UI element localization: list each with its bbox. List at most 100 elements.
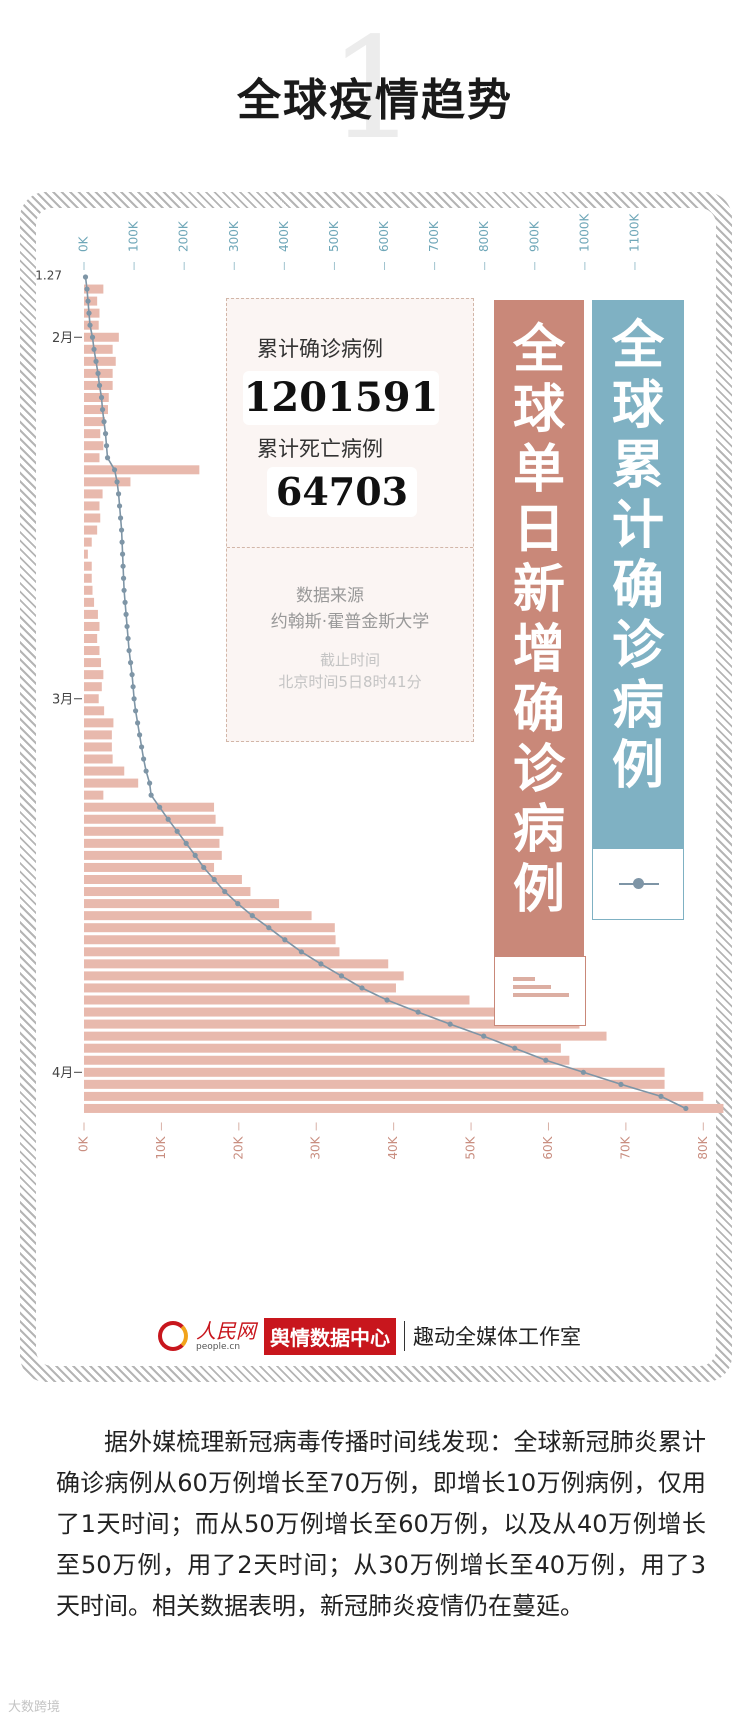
- logo-name: 人民网: [196, 1319, 256, 1343]
- daily-bar: [84, 754, 113, 764]
- cumulative-point: [120, 575, 127, 581]
- daily-bar: [84, 802, 215, 812]
- cumulative-point: [222, 888, 228, 895]
- cumulative-point: [143, 768, 149, 774]
- cumulative-point: [201, 864, 207, 871]
- cumulative-point: [132, 708, 139, 714]
- stats-box: 累计确诊病例 1201591 累计死亡病例 64703 数据来源 约翰斯·霍普金…: [226, 298, 474, 742]
- daily-bar: [84, 850, 222, 860]
- cumulative-point: [122, 599, 128, 605]
- daily-bar: [84, 597, 95, 607]
- daily-bar: [84, 971, 404, 981]
- cumulative-legend-swatch: [592, 848, 684, 920]
- top-axis-tick-label: 500K: [327, 220, 341, 252]
- daily-bar: [84, 634, 98, 643]
- body-paragraph: 据外媒梳理新冠病毒传播时间线发现：全球新冠肺炎累计确诊病例从60万例增长至70万…: [56, 1428, 706, 1620]
- cumulative-point: [298, 949, 304, 955]
- cumulative-point: [104, 455, 111, 461]
- cumulative-point: [96, 382, 103, 389]
- cumulative-point: [126, 647, 132, 654]
- cumulative-point: [136, 732, 143, 738]
- daily-bar: [84, 646, 100, 656]
- date-tick-label: 3月: [52, 692, 73, 707]
- daily-bar: [84, 1043, 561, 1053]
- cumulative-point: [481, 1033, 487, 1039]
- daily-bar: [84, 405, 108, 415]
- daily-bar: [84, 332, 119, 342]
- daily-bar: [84, 1007, 564, 1017]
- daily-bar: [84, 1103, 724, 1113]
- cumulative-point: [127, 660, 134, 666]
- cumulative-point: [618, 1081, 624, 1087]
- daily-bar: [84, 549, 88, 559]
- cumulative-point: [157, 804, 163, 810]
- credits-bar: 人民网 people.cn 舆情数据中心 趣动全媒体工作室: [158, 1316, 581, 1356]
- cumulative-point: [89, 334, 96, 340]
- daily-bar: [84, 995, 470, 1005]
- deaths-value: 64703: [267, 467, 417, 517]
- cumulative-point: [99, 406, 106, 413]
- cumulative-point: [101, 419, 107, 425]
- section-number: 1: [328, 8, 418, 171]
- credits-divider: [404, 1321, 405, 1351]
- cumulative-point: [266, 925, 272, 931]
- cumulative-point: [119, 539, 125, 545]
- daily-bar: [84, 1091, 704, 1101]
- bottom-axis-tick-label: 0K: [77, 1135, 91, 1152]
- daily-bar: [84, 959, 389, 969]
- daily-bar: [84, 561, 92, 571]
- daily-bar: [84, 947, 340, 957]
- top-axis-tick-label: 200K: [177, 220, 191, 252]
- bottom-axis-tick-label: 80K: [696, 1135, 710, 1159]
- stats-divider: [227, 547, 473, 548]
- bottom-axis-tick-label: 60K: [541, 1135, 555, 1159]
- cumulative-point: [174, 828, 180, 834]
- cumulative-point: [183, 840, 189, 846]
- daily-legend-text: 全 球 单 日 新 增 确 诊 病 例: [512, 320, 565, 920]
- studio-name: 趣动全媒体工作室: [413, 1325, 581, 1349]
- legend-dot: [633, 878, 644, 889]
- cumulative-point: [91, 346, 97, 352]
- daily-bar: [84, 790, 104, 800]
- daily-bar: [84, 1019, 580, 1029]
- cumulative-point: [98, 394, 105, 401]
- daily-bar: [84, 356, 116, 366]
- logo-url: people.cn: [196, 1342, 241, 1352]
- cumulative-point: [130, 684, 136, 690]
- cumulative-point: [415, 1009, 421, 1015]
- cumulative-point: [131, 696, 137, 702]
- daily-bar: [84, 778, 139, 788]
- people-logo: 人民网 people.cn: [196, 1320, 256, 1352]
- cumulative-point: [235, 901, 241, 907]
- cumulative-point: [102, 431, 109, 437]
- daily-bar: [84, 887, 251, 897]
- daily-bar: [84, 862, 215, 872]
- legend-bar-3: [513, 993, 569, 997]
- top-axis-tick-label: 600K: [377, 220, 391, 252]
- cumulative-point: [85, 298, 91, 304]
- cumulative-point: [512, 1045, 518, 1051]
- daily-bar: [84, 477, 131, 487]
- cumulative-point: [683, 1105, 689, 1112]
- deaths-label: 累计死亡病例: [257, 437, 383, 461]
- top-axis-tick-label: 300K: [227, 220, 241, 252]
- cumulative-point: [543, 1057, 549, 1063]
- cumulative-point: [658, 1093, 664, 1099]
- daily-bar: [84, 525, 98, 535]
- cumulative-line: [84, 276, 687, 1110]
- daily-bar: [84, 983, 396, 993]
- daily-bar: [84, 682, 102, 692]
- source-value: 约翰斯·霍普金斯大学: [270, 612, 430, 632]
- cumulative-point: [338, 973, 345, 979]
- daily-bar: [84, 1055, 570, 1065]
- cutoff-value: 北京时间5日8时41分: [278, 673, 422, 691]
- daily-bar: [84, 718, 114, 728]
- daily-bar: [84, 284, 104, 294]
- daily-bar: [84, 573, 92, 583]
- top-axis-tick-label: 1100K: [627, 212, 641, 252]
- brand-badge: 舆情数据中心: [264, 1317, 396, 1355]
- cumulative-point: [447, 1021, 453, 1027]
- watermark: 大数跨境: [8, 1700, 61, 1715]
- date-tick-label: 4月: [52, 1066, 73, 1081]
